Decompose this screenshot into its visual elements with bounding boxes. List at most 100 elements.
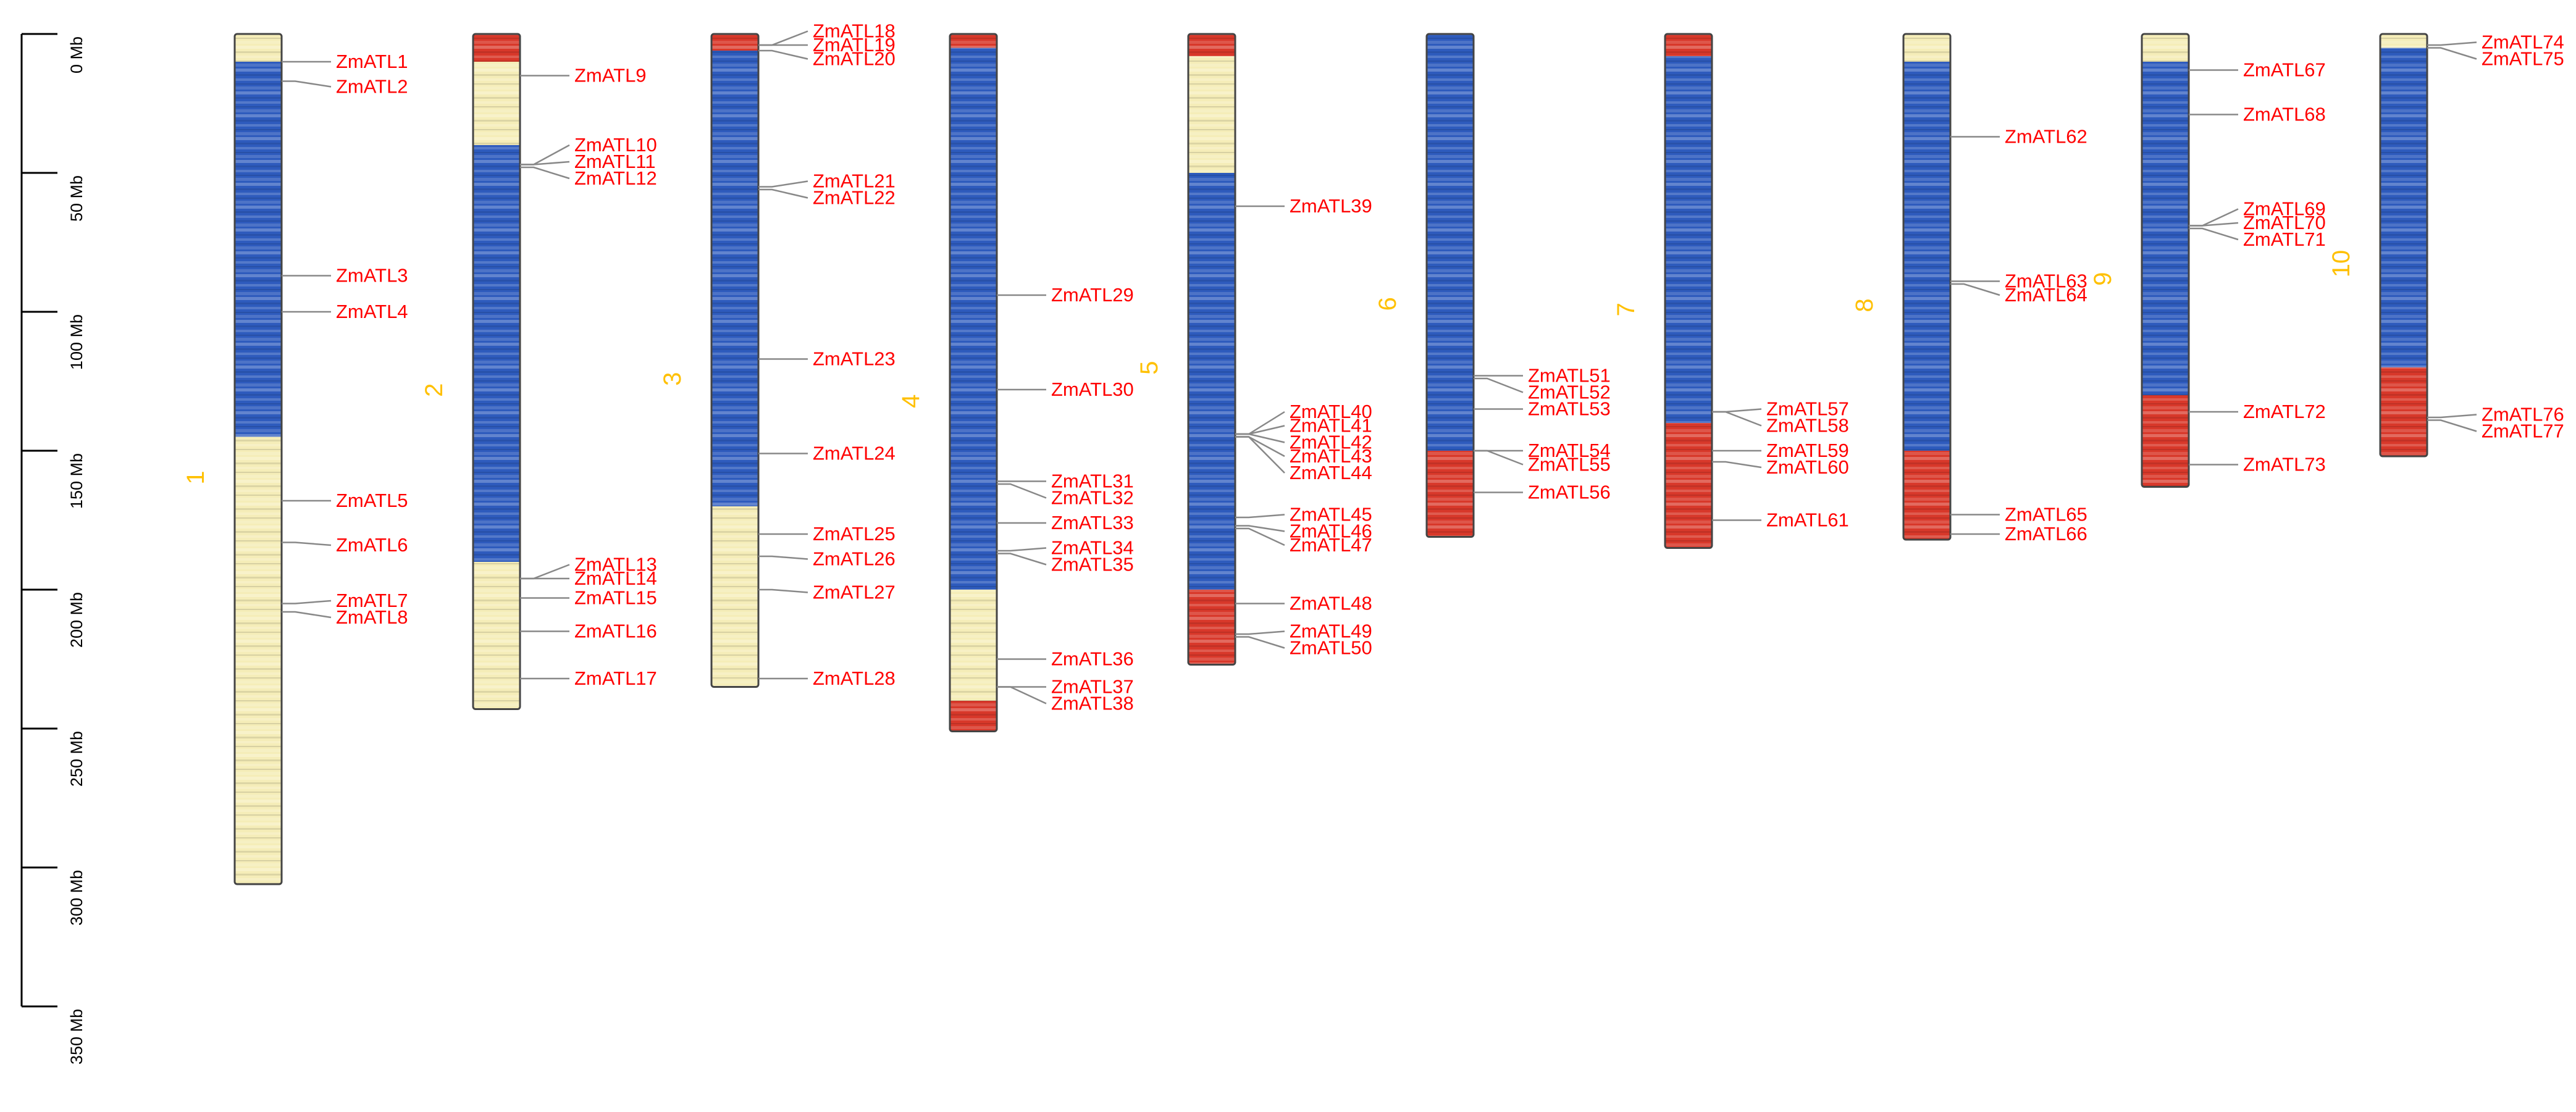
gene-label: ZmATL63 (2005, 270, 2087, 292)
gene-label: ZmATL54 (1528, 440, 1611, 461)
density-texture (2142, 34, 2189, 487)
chromosome-number-label: 5 (1136, 361, 1163, 375)
gene-label: ZmATL36 (1051, 648, 1134, 670)
axis-tick-label: 350 Mb (67, 1009, 86, 1064)
gene-label: ZmATL22 (813, 187, 896, 209)
gene-label: ZmATL9 (574, 65, 647, 86)
gene-label: ZmATL59 (1766, 440, 1849, 461)
gene-label: ZmATL45 (1290, 504, 1372, 525)
gene-leader-line (758, 30, 808, 46)
axis-tick-label: 250 Mb (67, 731, 86, 787)
density-texture (235, 34, 282, 884)
gene-label: ZmATL27 (813, 582, 896, 603)
gene-leader-line (1474, 377, 1524, 393)
gene-leader-line (1474, 449, 1524, 466)
gene-label: ZmATL31 (1051, 470, 1134, 492)
axis-tick-label: 100 Mb (67, 314, 86, 370)
gene-label: ZmATL50 (1290, 637, 1372, 659)
gene-leader-line (758, 588, 808, 593)
gene-leader-line (1950, 283, 2000, 296)
gene-leader-line (2189, 227, 2239, 241)
axis-tick-label: 300 Mb (67, 870, 86, 926)
gene-label: ZmATL23 (813, 348, 896, 370)
gene-leader-line (758, 555, 808, 560)
gene-leader-line (282, 600, 332, 604)
chromosome-outline (2379, 33, 2428, 458)
gene-label: ZmATL48 (1290, 593, 1372, 614)
gene-label: ZmATL20 (813, 48, 896, 70)
chromosome-5: 5ZmATL39ZmATL40ZmATL41ZmATL42ZmATL43ZmAT… (1136, 33, 1372, 666)
chromosome-number-label: 8 (1851, 298, 1878, 312)
gene-label: ZmATL69 (2243, 198, 2326, 220)
gene-leader-line (282, 80, 332, 88)
gene-label: ZmATL30 (1051, 378, 1134, 400)
gene-leader-line (520, 166, 570, 180)
gene-leader-line (2427, 47, 2477, 60)
gene-leader-line (1235, 527, 1285, 546)
chromosome-outline (710, 33, 760, 688)
chromosome-outline (1187, 33, 1236, 666)
gene-label: ZmATL64 (2005, 284, 2087, 306)
gene-label: ZmATL1 (336, 51, 408, 72)
gene-label: ZmATL33 (1051, 512, 1134, 533)
gene-label: ZmATL60 (1766, 456, 1849, 478)
gene-leader-line (997, 547, 1047, 552)
gene-label: ZmATL56 (1528, 482, 1611, 503)
gene-label: ZmATL76 (2482, 404, 2564, 425)
gene-leader-line (1235, 514, 1285, 519)
gene-label: ZmATL52 (1528, 382, 1611, 403)
gene-label: ZmATL74 (2482, 31, 2564, 53)
chromosome-number-label: 6 (1374, 297, 1401, 311)
gene-label: ZmATL77 (2482, 420, 2564, 442)
gene-label: ZmATL47 (1290, 534, 1372, 556)
density-texture (1903, 34, 1950, 540)
gene-leader-line (758, 180, 808, 188)
gene-label: ZmATL40 (1290, 401, 1372, 422)
gene-label: ZmATL73 (2243, 454, 2326, 475)
gene-leader-line (2427, 414, 2477, 419)
gene-leader-line (1235, 525, 1285, 532)
gene-label: ZmATL71 (2243, 228, 2326, 250)
chromosome-outline (949, 33, 998, 732)
gene-label: ZmATL24 (813, 443, 896, 464)
gene-leader-line (997, 553, 1047, 566)
gene-label: ZmATL18 (813, 20, 896, 42)
gene-label: ZmATL66 (2005, 523, 2087, 545)
gene-label: ZmATL37 (1051, 676, 1134, 698)
gene-label: ZmATL17 (574, 667, 657, 689)
gene-leader-line (2189, 222, 2239, 227)
gene-label: ZmATL28 (813, 667, 896, 689)
gene-label: ZmATL35 (1051, 554, 1134, 575)
gene-label: ZmATL49 (1290, 621, 1372, 642)
chromosome-outline (233, 33, 283, 885)
gene-label: ZmATL70 (2243, 212, 2326, 233)
gene-label: ZmATL2 (336, 76, 408, 98)
gene-leader-line (1235, 436, 1285, 458)
chromosome-number-label: 3 (659, 372, 686, 386)
gene-leader-line (758, 49, 808, 60)
density-texture (1665, 34, 1712, 548)
gene-label: ZmATL4 (336, 301, 408, 322)
gene-label: ZmATL3 (336, 265, 408, 286)
gene-label: ZmATL51 (1528, 365, 1611, 387)
gene-leader-line (1235, 630, 1285, 635)
gene-label: ZmATL67 (2243, 59, 2326, 81)
gene-leader-line (2427, 41, 2477, 46)
gene-label: ZmATL13 (574, 554, 657, 575)
gene-label: ZmATL8 (336, 606, 408, 628)
gene-label: ZmATL19 (813, 34, 896, 56)
gene-label: ZmATL75 (2482, 48, 2564, 70)
gene-label: ZmATL34 (1051, 537, 1134, 559)
density-texture (2380, 34, 2427, 456)
gene-leader-line (2427, 419, 2477, 432)
gene-label: ZmATL53 (1528, 398, 1611, 420)
gene-label: ZmATL29 (1051, 284, 1134, 306)
chromosome-outline (472, 33, 521, 710)
